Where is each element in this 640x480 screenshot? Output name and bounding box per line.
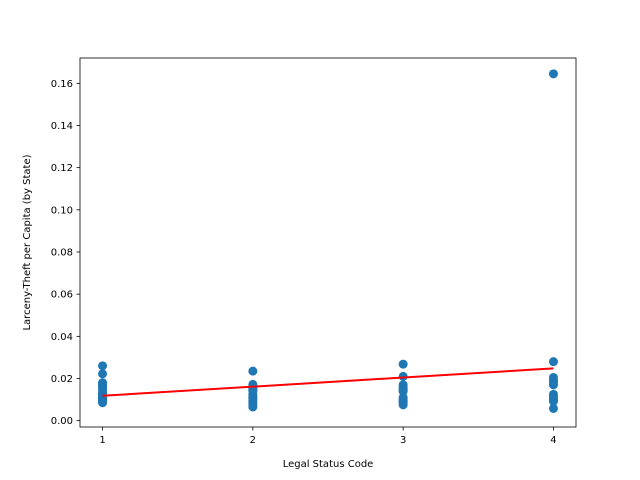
- data-point: [398, 400, 408, 410]
- x-tick-label: 4: [550, 435, 556, 446]
- x-axis-label: Legal Status Code: [283, 459, 374, 470]
- y-tick-label: 0.04: [51, 332, 73, 343]
- y-axis-label: Larceny-Theft per Capita (by State): [22, 154, 33, 330]
- y-tick-label: 0.16: [51, 79, 73, 90]
- plot-area: [98, 69, 558, 413]
- data-point: [548, 69, 558, 79]
- data-point: [398, 359, 408, 369]
- y-tick-label: 0.14: [51, 121, 73, 132]
- data-point: [398, 386, 408, 396]
- x-tick-label: 2: [250, 435, 256, 446]
- data-point: [548, 380, 558, 390]
- y-tick-label: 0.06: [51, 290, 73, 301]
- y-tick-label: 0.08: [51, 247, 73, 258]
- data-point: [98, 369, 108, 379]
- y-tick-label: 0.12: [51, 163, 73, 174]
- data-point: [248, 402, 258, 412]
- y-tick-label: 0.00: [51, 416, 73, 427]
- data-point: [98, 398, 108, 408]
- x-axis-ticks: 1 2 3 4: [99, 427, 557, 446]
- y-tick-label: 0.02: [51, 374, 73, 385]
- data-point: [548, 357, 558, 367]
- y-tick-label: 0.10: [51, 205, 73, 216]
- y-axis-ticks: 0.00 0.02 0.04 0.06 0.08 0.10 0.12 0.14 0.16: [51, 79, 80, 427]
- trend-line: [102, 367, 554, 397]
- axes-frame: [79, 57, 577, 428]
- data-point: [248, 366, 258, 376]
- data-point: [548, 396, 558, 406]
- data-point: [98, 361, 108, 371]
- x-tick-label: 3: [400, 435, 406, 446]
- x-tick-label: 1: [99, 435, 105, 446]
- data-point: [548, 403, 558, 413]
